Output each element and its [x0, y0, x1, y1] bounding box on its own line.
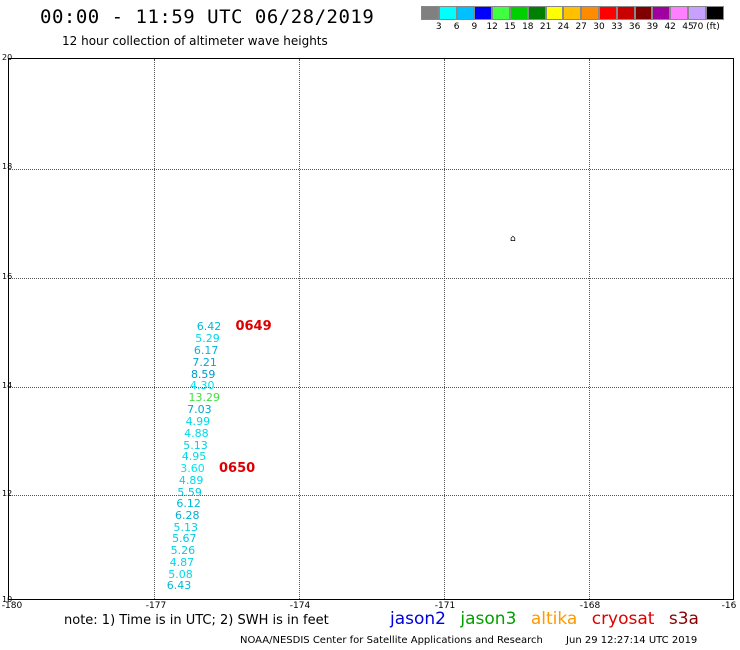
wave-height-value: 6.17 — [193, 343, 219, 357]
wave-height-value: 13.29 — [188, 391, 221, 405]
legend-swatch — [705, 6, 724, 20]
lat-label: 16 — [2, 272, 13, 281]
legend-label: 36 — [628, 22, 641, 32]
legend-swatch — [652, 6, 671, 20]
satellite-altika: altika — [530, 609, 578, 629]
pass-time-label: 0649 — [235, 318, 272, 334]
legend-swatch — [670, 6, 688, 20]
longitude-gridline — [154, 59, 155, 599]
legend-swatch — [438, 6, 457, 20]
satellite-jason2: jason2 — [390, 609, 446, 629]
legend-label: 18 — [522, 22, 534, 32]
wave-height-value: 5.26 — [170, 544, 196, 558]
legend-label: 9 — [471, 22, 478, 32]
legend-label: 21 — [539, 22, 552, 32]
wave-height-value: 5.67 — [172, 532, 197, 546]
map-plot-area — [8, 58, 734, 600]
lon-label: -16 — [721, 601, 737, 611]
island-marker: ⌂ — [510, 234, 516, 244]
legend-swatch — [509, 6, 528, 20]
lon-label: -168 — [579, 601, 601, 611]
lat-label: 10 — [2, 595, 13, 604]
legend-label: 45 — [682, 22, 694, 32]
legend-swatch — [474, 6, 493, 20]
latitude-gridline — [9, 387, 733, 388]
wave-height-value: 4.30 — [189, 379, 215, 393]
footer: NOAA/NESDIS Center for Satellite Applica… — [240, 635, 697, 646]
wave-height-value: 4.99 — [185, 415, 211, 429]
legend-swatch — [616, 6, 635, 20]
latitude-gridline — [9, 495, 733, 496]
legend-swatch — [687, 6, 706, 20]
longitude-gridline — [589, 59, 590, 599]
wave-height-value: 5.13 — [173, 520, 199, 534]
legend-swatch — [634, 6, 653, 20]
legend-swatch — [563, 6, 582, 20]
legend-swatch — [421, 6, 439, 20]
map-subtitle: 12 hour collection of altimeter wave hei… — [62, 34, 328, 48]
longitude-gridline — [299, 59, 300, 599]
legend-label: 15 — [504, 22, 516, 32]
pass-time-label: 0650 — [219, 460, 256, 476]
lat-label: 20 — [2, 53, 13, 62]
legend-swatch — [456, 6, 475, 20]
latitude-gridline — [9, 169, 733, 170]
wave-height-value: 5.29 — [195, 331, 220, 345]
map-title: 00:00 - 11:59 UTC 06/28/2019 — [40, 6, 375, 28]
lon-label: -180 — [1, 601, 23, 611]
legend-label: 70 (ft) — [691, 22, 720, 32]
wave-height-value: 6.12 — [176, 497, 201, 511]
longitude-gridline — [444, 59, 445, 599]
footer-timestamp: Jun 29 12:27:14 UTC 2019 — [566, 635, 698, 646]
wave-height-value: 5.13 — [183, 438, 208, 452]
satellite-jason3: jason3 — [460, 609, 517, 629]
legend-label: 42 — [664, 22, 676, 32]
legend-label: 27 — [575, 22, 587, 32]
legend-swatch — [545, 6, 564, 20]
legend-label: 6 — [453, 22, 460, 32]
wave-height-value: 3.60 — [180, 461, 205, 475]
wave-height-value: 5.59 — [177, 485, 202, 499]
wave-height-color-legend: 3 6 9 12 15 18 21 24 27 30 33 36 39 42 45 70 (ft) — [421, 6, 740, 34]
legend-label: 24 — [557, 22, 570, 32]
satellite-cryosat: cryosat — [591, 609, 655, 629]
wave-height-value: 8.59 — [190, 367, 216, 381]
legend-label: 3 — [435, 22, 442, 32]
legend-label: 30 — [593, 22, 605, 32]
units-note: note: 1) Time is in UTC; 2) SWH is in fe… — [64, 613, 329, 628]
legend-swatch — [527, 6, 546, 20]
legend-label: 33 — [611, 22, 623, 32]
legend-swatches — [421, 6, 740, 20]
wave-height-value: 6.28 — [174, 508, 200, 522]
lat-label: 14 — [2, 381, 13, 390]
satellite-s3a: s3a — [668, 609, 699, 629]
lat-label: 12 — [2, 489, 13, 498]
wave-height-value: 7.03 — [187, 403, 212, 417]
wave-height-value: 7.21 — [192, 355, 217, 369]
lon-label: -171 — [434, 601, 456, 611]
wave-height-value: 4.89 — [178, 473, 204, 487]
legend-swatch — [581, 6, 599, 20]
legend-swatch — [492, 6, 510, 20]
wave-height-value: 6.42 — [196, 319, 222, 333]
wave-height-value: 4.88 — [184, 426, 209, 440]
wave-height-value: 4.95 — [181, 450, 207, 464]
latitude-gridline — [9, 278, 733, 279]
legend-label: 12 — [486, 22, 498, 32]
wave-height-value: 5.08 — [168, 568, 193, 582]
lat-label: 18 — [2, 162, 13, 171]
lon-label: -177 — [145, 601, 167, 611]
legend-labels: 3 6 9 12 15 18 21 24 27 30 33 36 39 42 45 70 (ft) — [421, 22, 740, 34]
wave-height-value: 4.87 — [169, 556, 195, 570]
legend-label: 39 — [646, 22, 659, 32]
footer-credit: NOAA/NESDIS Center for Satellite Applica… — [240, 635, 543, 646]
wave-height-value: 6.43 — [166, 579, 192, 593]
satellite-legend: jason2 jason3 altika cryosat s3a — [390, 609, 708, 629]
legend-swatch — [598, 6, 617, 20]
lon-label: -174 — [289, 601, 311, 611]
